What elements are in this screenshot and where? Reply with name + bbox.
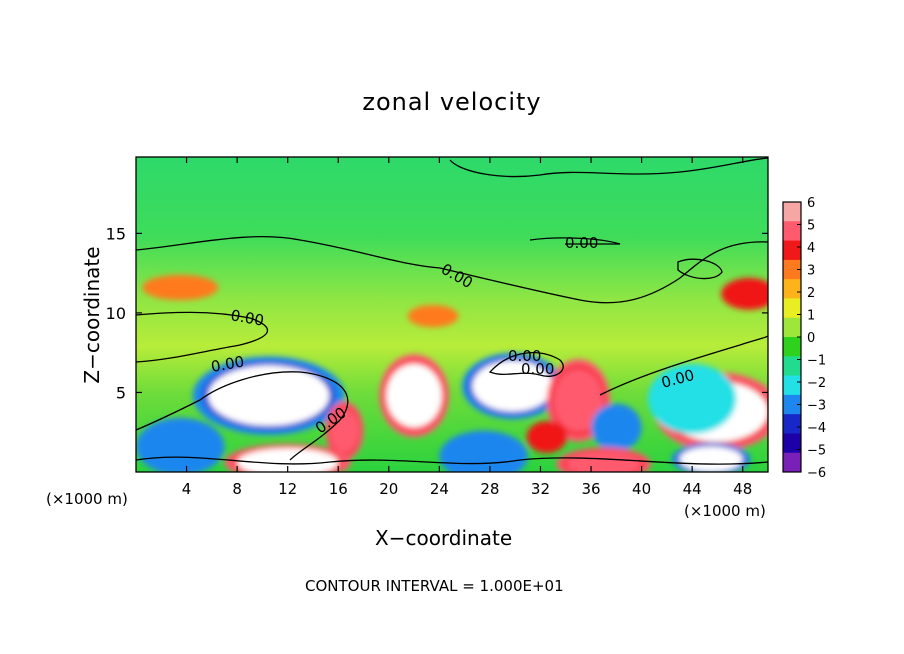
colorbar-swatch [783, 202, 801, 222]
x-unit-label-left: (×1000 m) [46, 490, 128, 508]
x-tick-label: 12 [278, 480, 297, 498]
contour-label: 0.00 [210, 352, 246, 376]
contour-interval-note: CONTOUR INTERVAL = 1.000E+01 [305, 577, 564, 595]
field-blob [439, 430, 528, 472]
colorbar-tick-label: 4 [807, 241, 815, 256]
colorbar-swatch [783, 433, 801, 454]
field-blob [553, 368, 604, 433]
field-blob [237, 448, 339, 472]
y-tick-label: 15 [106, 224, 126, 243]
field-blob [407, 304, 459, 328]
colorbar-tick-label: −3 [807, 399, 826, 414]
contour-line-mid [136, 311, 268, 363]
field-blob [329, 408, 360, 453]
field-blob [142, 274, 219, 301]
field-blob [526, 421, 568, 453]
x-tick-label: 20 [379, 480, 398, 498]
contour-line-upper [136, 235, 768, 304]
field-blob [386, 363, 442, 428]
colorbar-tick-label: 3 [807, 264, 815, 279]
colorbar-tick-label: −4 [807, 421, 826, 436]
colorbar-swatch [783, 317, 801, 338]
x-unit-label-right: (×1000 m) [684, 502, 766, 520]
colorbar-swatch [783, 452, 801, 473]
colorbar-swatch [783, 337, 801, 357]
x-tick-label: 4 [182, 480, 192, 498]
colorbar-tick-label: −2 [807, 376, 826, 391]
x-tick-label: 28 [480, 480, 499, 498]
contour-label: 0.00 [508, 347, 541, 365]
field-blob [565, 451, 642, 472]
colorbar-swatch [783, 356, 801, 377]
colorbar-tick-label: 5 [807, 219, 815, 234]
contour-label: 0.00 [565, 234, 598, 252]
x-tick-label: 40 [632, 480, 651, 498]
colorbar-tick-label: 0 [807, 331, 815, 346]
colorbar-tick-label: −5 [807, 444, 826, 459]
x-tick-label: 24 [430, 480, 449, 498]
field-blob [136, 417, 225, 472]
colorbar-tick-label: 1 [807, 309, 815, 324]
y-tick-label: 5 [116, 383, 126, 402]
field-blob [591, 403, 642, 452]
contour-lines [136, 157, 768, 465]
x-tick-label: 36 [581, 480, 600, 498]
contour-label: 0.00 [229, 306, 265, 330]
colorbar: 6 5 4 3 2 1 0 −1 −2 −3 −4 −5 −6 [782, 196, 826, 481]
colorbar-swatch [783, 259, 801, 280]
contour-line-top [449, 157, 768, 178]
contour-label: 0.00 [521, 360, 554, 378]
colorbar-swatch [783, 414, 801, 434]
colorbar-swatch [783, 240, 801, 261]
x-tick-label: 8 [232, 480, 242, 498]
x-tick-label: 32 [531, 480, 550, 498]
field-blob [647, 363, 737, 434]
colorbar-swatch [783, 221, 801, 242]
x-tick-label: 44 [683, 480, 702, 498]
colorbar-tick-label: −1 [807, 354, 826, 369]
colorbar-tick-label: −6 [807, 466, 826, 481]
x-axis-label: X−coordinate [375, 526, 513, 550]
contour-line-lower-right [599, 335, 768, 396]
y-axis: 5 10 15 [106, 224, 768, 402]
contour-labels: 0.000.000.000.00 0.000.00 0.000.00 [210, 234, 697, 437]
contour-line-bottom [136, 456, 768, 465]
colorbar-swatch [783, 279, 801, 299]
colorbar-swatch [783, 375, 801, 396]
field-blob [208, 365, 330, 426]
field-blob [679, 446, 743, 472]
y-tick-label: 10 [106, 304, 126, 323]
plot-frame [135, 156, 769, 473]
x-axis: 4 8 12 16 20 24 28 32 36 40 44 48 [182, 157, 752, 498]
contour-line-loop-b [677, 258, 723, 280]
field-blob [721, 277, 768, 310]
chart-title: zonal velocity [362, 88, 542, 116]
x-tick-label: 48 [733, 480, 752, 498]
contour-line-lower [136, 371, 349, 461]
colorbar-swatch [783, 298, 801, 319]
contour-line-loop-c [488, 352, 564, 377]
x-tick-label: 16 [329, 480, 348, 498]
colorbar-tick-label: 6 [807, 196, 815, 211]
colorbar-tick-label: 2 [807, 286, 815, 301]
contour-line-loop-a [529, 237, 621, 245]
colorbar-swatch [783, 394, 801, 415]
